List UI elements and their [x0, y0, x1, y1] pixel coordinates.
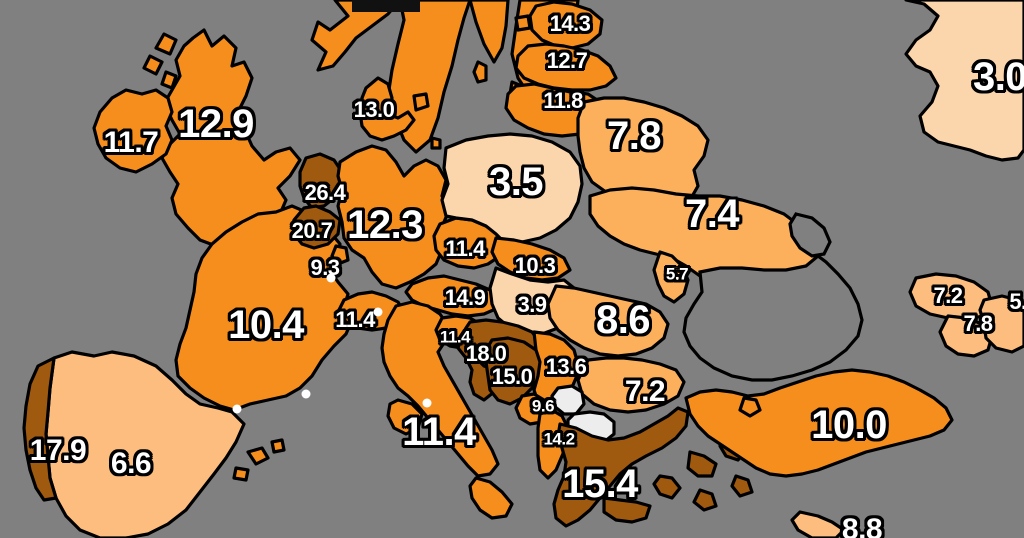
region-gotland-island[interactable]	[472, 60, 488, 84]
region-kosovo[interactable]	[550, 384, 586, 416]
region-luxembourg[interactable]	[330, 244, 350, 266]
water-black-sea	[682, 253, 864, 382]
cutoff-label-bar	[352, 0, 420, 12]
region-azerbaijan[interactable]	[978, 294, 1024, 354]
region-latvia[interactable]	[514, 42, 618, 92]
region-ireland[interactable]	[92, 88, 174, 174]
region-romania[interactable]	[546, 284, 670, 358]
region-sweden-east[interactable]	[468, 0, 510, 64]
region-moldova[interactable]	[652, 250, 690, 304]
city-dot-zurich	[373, 307, 383, 317]
city-dot-paris	[326, 273, 336, 283]
region-cyprus[interactable]	[790, 510, 846, 538]
region-netherlands[interactable]	[298, 152, 344, 210]
region-russia[interactable]	[904, 0, 1024, 162]
region-estonia[interactable]	[514, 0, 604, 50]
region-poland[interactable]	[440, 132, 584, 246]
city-dot-barcelona	[232, 404, 242, 414]
city-dot-marseille	[301, 389, 311, 399]
region-turkey[interactable]	[684, 368, 954, 478]
region-hebrides-island[interactable]	[160, 70, 178, 90]
region-bornholm-island[interactable]	[430, 136, 442, 150]
region-belgium[interactable]	[292, 204, 342, 250]
region-bulgaria[interactable]	[576, 356, 686, 414]
region-portugal[interactable]	[22, 356, 58, 502]
city-dot-rome	[422, 398, 432, 408]
region-slovakia[interactable]	[490, 236, 572, 282]
region-greece[interactable]	[552, 406, 754, 528]
region-balearic-islands[interactable]	[232, 438, 286, 482]
region-norway[interactable]	[310, 0, 402, 72]
region-denmark[interactable]	[358, 76, 430, 142]
region-armenia[interactable]	[938, 314, 994, 358]
water-sea-of-azov	[788, 212, 832, 258]
